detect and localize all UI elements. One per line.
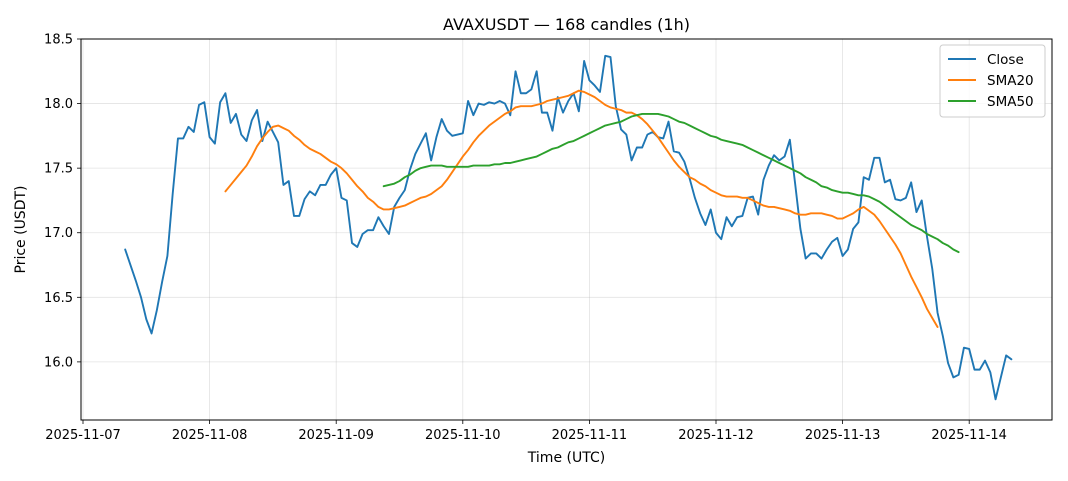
x-axis-ticks: 2025-11-07 2025-11-08 2025-11-09 2025-11-10… [45,420,1007,443]
y-axis-ticks: 16.0 16.5 17.0 17.5 18.0 18.5 [44,33,81,370]
legend-label-sma20: SMA20 [987,73,1034,89]
y-tick-label: 17.0 [44,226,73,241]
y-tick-label: 17.5 [44,162,73,177]
legend-label-sma50: SMA50 [987,94,1034,110]
x-tick-label: 2025-11-11 [552,428,628,443]
series-layer [124,54,1013,401]
series-line-close [124,54,1013,401]
chart-title: AVAXUSDT — 168 candles (1h) [443,15,690,34]
plot-frame [80,38,1053,421]
x-tick-label: 2025-11-07 [45,428,121,443]
x-tick-label: 2025-11-13 [805,428,881,443]
y-tick-label: 18.5 [44,33,73,48]
y-tick-label: 16.5 [44,291,73,306]
legend-box [939,44,1046,118]
x-tick-label: 2025-11-08 [172,428,248,443]
x-tick-label: 2025-11-12 [678,428,754,443]
x-tick-label: 2025-11-14 [931,428,1007,443]
legend-label-close: Close [987,52,1024,68]
y-tick-label: 18.0 [44,97,73,112]
x-tick-label: 2025-11-09 [298,428,374,443]
y-tick-label: 16.0 [44,355,73,370]
legend: Close SMA20 SMA50 [939,44,1046,118]
y-axis-label: Price (USDT) [13,186,29,274]
x-tick-label: 2025-11-10 [425,428,501,443]
series-line-sma20 [224,89,939,328]
x-axis-label: Time (UTC) [527,450,605,466]
series-line-sma50 [382,112,960,254]
